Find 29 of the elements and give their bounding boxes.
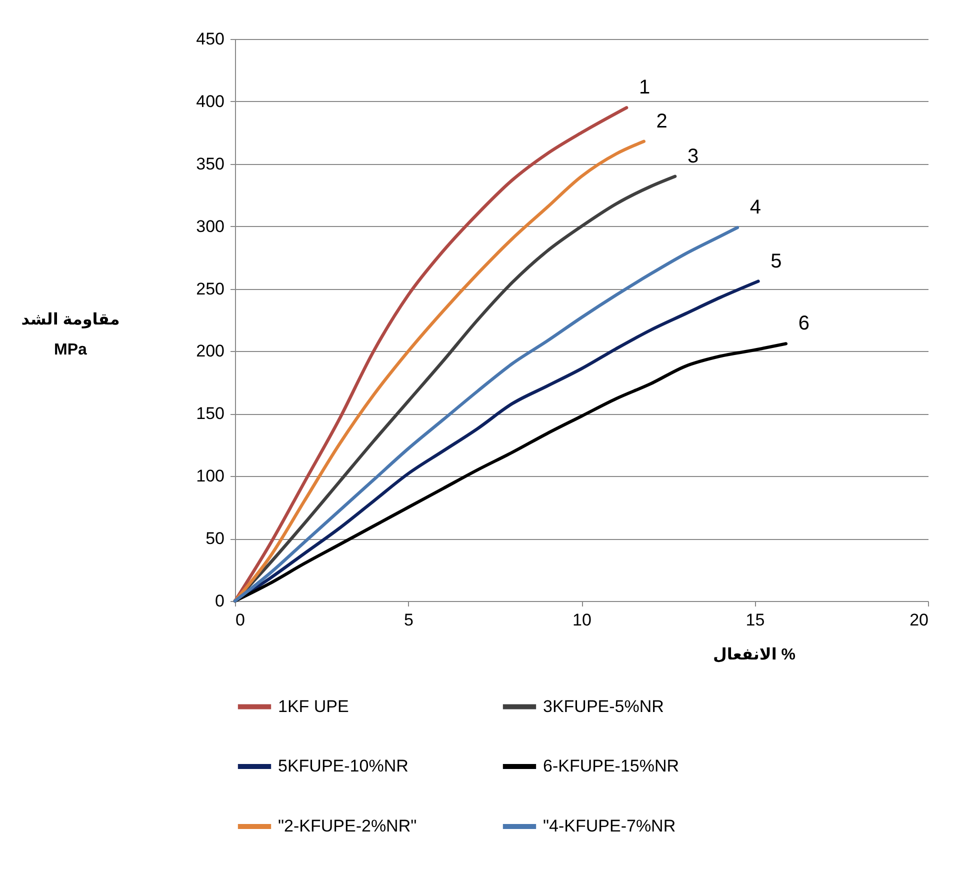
y-tick-label: 250 (196, 279, 224, 298)
y-tick-label: 50 (206, 529, 224, 548)
y-tick-label: 450 (196, 30, 224, 48)
line-series (233, 226, 740, 603)
annotation: 3 (687, 145, 699, 168)
x-tick-label: 10 (572, 610, 592, 630)
annotation: 6 (798, 312, 810, 335)
x-axis-title: الانفعال % (712, 646, 796, 664)
y-tick-label: 0 (215, 592, 224, 610)
y-tick-label: 300 (196, 216, 224, 236)
legend-label: 3KFUPE-5%NR (543, 696, 664, 716)
y-tick-label: 350 (196, 154, 224, 174)
annotation: 4 (750, 196, 761, 219)
legend-label: "4-KFUPE-7%NR (543, 816, 676, 836)
legend-label: 6-KFUPE-15%NR (543, 756, 680, 776)
y-tick-label: 400 (196, 92, 224, 111)
y-tick-label: 200 (196, 342, 224, 361)
x-tick-label: 20 (910, 610, 928, 630)
legend-label: 5KFUPE-10%NR (278, 756, 408, 776)
annotation: 2 (656, 110, 668, 132)
legend-label: 1KF UPE (278, 696, 349, 716)
x-tick-label: 15 (746, 610, 765, 630)
x-tick-label: 0 (236, 610, 245, 630)
x-tick-label: 5 (404, 610, 414, 630)
legend-label: "2-KFUPE-2%NR" (278, 816, 417, 836)
y-tick-label: 100 (196, 466, 224, 486)
y-tick-label: 150 (196, 404, 224, 424)
annotation: 5 (770, 250, 782, 272)
annotation: 1 (638, 76, 650, 99)
